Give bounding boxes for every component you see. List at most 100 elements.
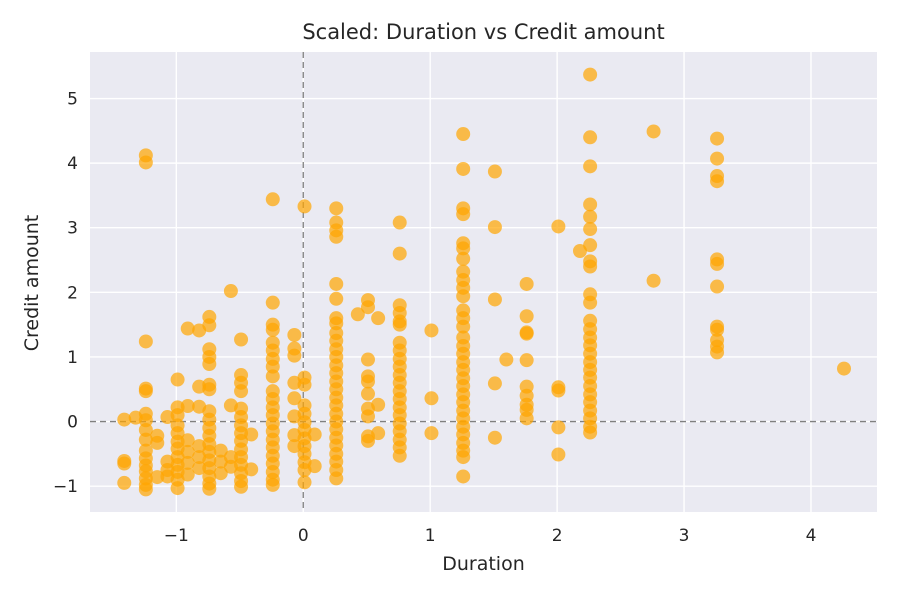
scatter-point: [499, 352, 514, 367]
scatter-point: [487, 292, 502, 307]
scatter-point: [307, 459, 322, 474]
scatter-point: [138, 422, 153, 437]
scatter-point: [307, 427, 322, 442]
scatter-point: [265, 295, 280, 310]
scatter-point: [519, 353, 534, 368]
scatter-point: [138, 155, 153, 170]
scatter-point: [202, 481, 217, 496]
scatter-point: [456, 450, 471, 465]
y-tick-label: 5: [67, 90, 78, 110]
scatter-point: [456, 241, 471, 256]
scatter-point: [583, 209, 598, 224]
scatter-point: [836, 361, 851, 376]
x-tick-label: 4: [806, 526, 817, 546]
y-tick-label: 2: [67, 283, 78, 303]
x-axis-title: Duration: [442, 553, 525, 575]
scatter-point: [519, 411, 534, 426]
data-points: [117, 67, 851, 497]
scatter-point: [192, 461, 207, 476]
scatter-point: [583, 425, 598, 440]
scatter-point: [519, 276, 534, 291]
scatter-point: [350, 307, 365, 322]
scatter-point: [710, 151, 725, 166]
scatter-point: [456, 319, 471, 334]
scatter-point: [223, 450, 238, 465]
y-tick-label: 0: [67, 413, 78, 433]
scatter-point: [170, 408, 185, 423]
scatter-point: [646, 124, 661, 139]
scatter-point: [360, 433, 375, 448]
y-tick-label: 1: [67, 348, 78, 368]
scatter-point: [360, 300, 375, 315]
scatter-point: [572, 243, 587, 258]
scatter-point: [360, 386, 375, 401]
scatter-point: [583, 130, 598, 145]
scatter-point: [117, 475, 132, 490]
scatter-point: [244, 462, 259, 477]
x-tick-label: 3: [679, 526, 690, 546]
scatter-point: [392, 448, 407, 463]
scatter-point: [456, 469, 471, 484]
scatter-point: [487, 220, 502, 235]
y-axis-title: Credit amount: [21, 215, 43, 352]
scatter-point: [234, 479, 249, 494]
scatter-point: [223, 284, 238, 299]
scatter-point: [117, 456, 132, 471]
scatter-point: [519, 309, 534, 324]
scatter-point: [180, 467, 195, 482]
scatter-point: [287, 327, 302, 342]
scatter-point: [456, 251, 471, 266]
scatter-point: [138, 482, 153, 497]
y-tick-label: 4: [67, 154, 78, 174]
scatter-point: [456, 127, 471, 142]
scatter-point: [287, 348, 302, 363]
scatter-point: [371, 311, 386, 326]
scatter-point: [551, 447, 566, 462]
scatter-point: [180, 433, 195, 448]
scatter-point: [265, 369, 280, 384]
scatter-point: [265, 359, 280, 374]
scatter-point: [180, 444, 195, 459]
scatter-point: [551, 420, 566, 435]
scatter-point: [710, 174, 725, 189]
scatter-point: [234, 384, 249, 399]
scatter-point: [180, 399, 195, 414]
scatter-point: [583, 67, 598, 82]
scatter-point: [371, 397, 386, 412]
scatter-point: [329, 471, 344, 486]
scatter-point: [392, 215, 407, 230]
scatter-point: [138, 334, 153, 349]
scatter-point: [456, 207, 471, 222]
scatter-point: [234, 332, 249, 347]
scatter-point: [170, 481, 185, 496]
scatter-point: [150, 470, 165, 485]
scatter-point: [297, 377, 312, 392]
scatter-point: [297, 475, 312, 490]
y-tick-label: 3: [67, 219, 78, 239]
scatter-point: [551, 219, 566, 234]
scatter-point: [583, 259, 598, 274]
scatter-point: [487, 164, 502, 179]
scatter-point: [265, 322, 280, 337]
scatter-point: [170, 372, 185, 387]
scatter-point: [329, 316, 344, 331]
scatter-point: [487, 376, 502, 391]
scatter-point: [392, 246, 407, 261]
scatter-point: [265, 477, 280, 492]
scatter-point: [710, 256, 725, 271]
scatter-point: [456, 161, 471, 176]
scatter-point: [117, 412, 132, 427]
scatter-point: [583, 159, 598, 174]
scatter-point: [138, 384, 153, 399]
scatter-point: [287, 391, 302, 406]
scatter-point: [371, 426, 386, 441]
scatter-point: [213, 443, 228, 458]
scatter-point: [244, 427, 259, 442]
x-tick-label: −1: [164, 526, 189, 546]
scatter-point: [360, 374, 375, 389]
x-tick-label: 0: [298, 526, 309, 546]
scatter-point: [583, 222, 598, 237]
scatter-point: [138, 413, 153, 428]
